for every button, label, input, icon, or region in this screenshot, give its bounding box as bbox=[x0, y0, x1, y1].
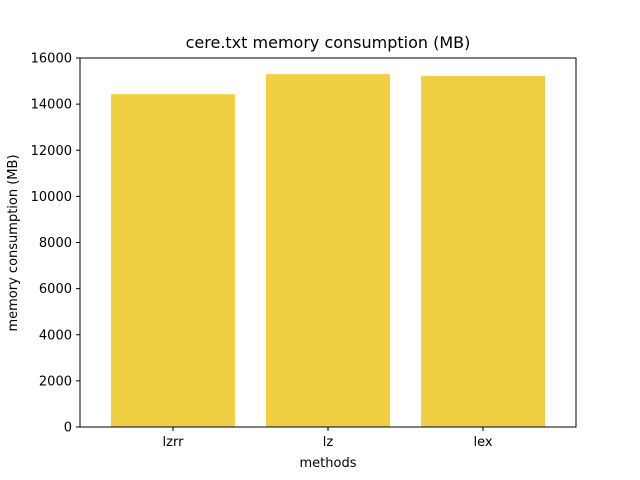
y-tick-label: 10000 bbox=[31, 190, 72, 205]
bar-lex bbox=[421, 75, 545, 428]
y-tick-label: 4000 bbox=[39, 328, 72, 343]
y-tick-label: 12000 bbox=[31, 144, 72, 159]
y-tick-label: 14000 bbox=[31, 98, 72, 113]
x-tick-label: lz bbox=[323, 435, 334, 450]
y-tick-label: 16000 bbox=[31, 52, 72, 67]
bar-lz bbox=[266, 74, 390, 428]
bar-lzrr bbox=[111, 94, 235, 427]
y-tick-label: 0 bbox=[64, 421, 72, 436]
chart-title: cere.txt memory consumption (MB) bbox=[186, 33, 471, 52]
y-tick-label: 8000 bbox=[39, 236, 72, 251]
y-tick-label: 6000 bbox=[39, 282, 72, 297]
y-axis-label: memory consumption (MB) bbox=[6, 154, 21, 331]
axes-group: 0 2000 4000 6000 8000 10000 12000 14000 16000 lzr… bbox=[31, 52, 577, 450]
y-tick-label: 2000 bbox=[39, 374, 72, 389]
bars-group bbox=[111, 74, 545, 428]
x-tick-label: lex bbox=[473, 435, 492, 450]
x-tick-label: lzrr bbox=[163, 435, 185, 450]
x-axis-label: methods bbox=[300, 456, 357, 471]
